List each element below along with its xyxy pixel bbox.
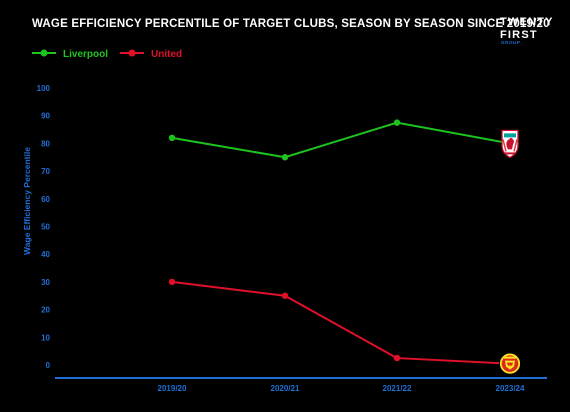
point-liverpool-2021-22 [393, 119, 401, 126]
legend-liverpool-marker [40, 49, 48, 57]
legend: Liverpool United [32, 49, 182, 60]
brand-line-3: GROUP_ [501, 40, 524, 45]
y-axis-ticks: 0 10 20 30 40 50 60 70 80 90 100 [37, 84, 51, 370]
y-tick-label-30: 30 [41, 278, 50, 287]
liverpool-crest-icon [501, 129, 519, 159]
chart-title: WAGE EFFICIENCY PERCENTILE OF TARGET CLU… [32, 18, 550, 30]
legend-item-liverpool: Liverpool [32, 49, 108, 60]
x-tick-label-2019-20: 2019/20 [158, 384, 187, 393]
y-tick-label-10: 10 [41, 333, 50, 342]
legend-item-united: United [120, 49, 182, 60]
y-tick-label-20: 20 [41, 306, 50, 315]
manchester-united-crest-icon [499, 352, 521, 375]
x-tick-label-2020-21: 2020/21 [271, 384, 300, 393]
point-united-2021-22 [393, 354, 401, 362]
y-tick-label-80: 80 [41, 139, 50, 148]
x-tick-label-2021-22: 2021/22 [383, 384, 412, 393]
y-tick-label-40: 40 [41, 250, 50, 259]
x-tick-label-2023-24: 2023/24 [496, 384, 525, 393]
y-tick-label-50: 50 [41, 223, 50, 232]
series-layer [168, 119, 521, 375]
series-line-united [171, 280, 511, 365]
legend-united-label: United [151, 49, 182, 60]
x-axis-ticks: 2019/20 2020/21 2021/22 2023/24 [158, 384, 525, 393]
legend-united-marker [128, 49, 136, 57]
point-liverpool-2019-20 [168, 134, 176, 142]
y-tick-label-100: 100 [37, 84, 51, 93]
y-axis-label: Wage Efficiency Percentile [22, 147, 32, 255]
series-line-liverpool [171, 121, 511, 159]
y-tick-label-90: 90 [41, 112, 50, 121]
y-tick-label-70: 70 [41, 167, 50, 176]
point-united-2019-20 [168, 278, 176, 286]
y-tick-label-60: 60 [41, 195, 50, 204]
legend-liverpool-label: Liverpool [63, 49, 108, 60]
brand-line-2: FIRST [500, 29, 538, 41]
point-united-2020-21 [281, 292, 289, 299]
point-liverpool-2020-21 [281, 154, 289, 161]
brand-line-1: TWENTY [500, 16, 554, 28]
y-tick-label-0: 0 [46, 361, 51, 370]
brand-logo: TWENTY FIRST GROUP_ [500, 16, 554, 45]
